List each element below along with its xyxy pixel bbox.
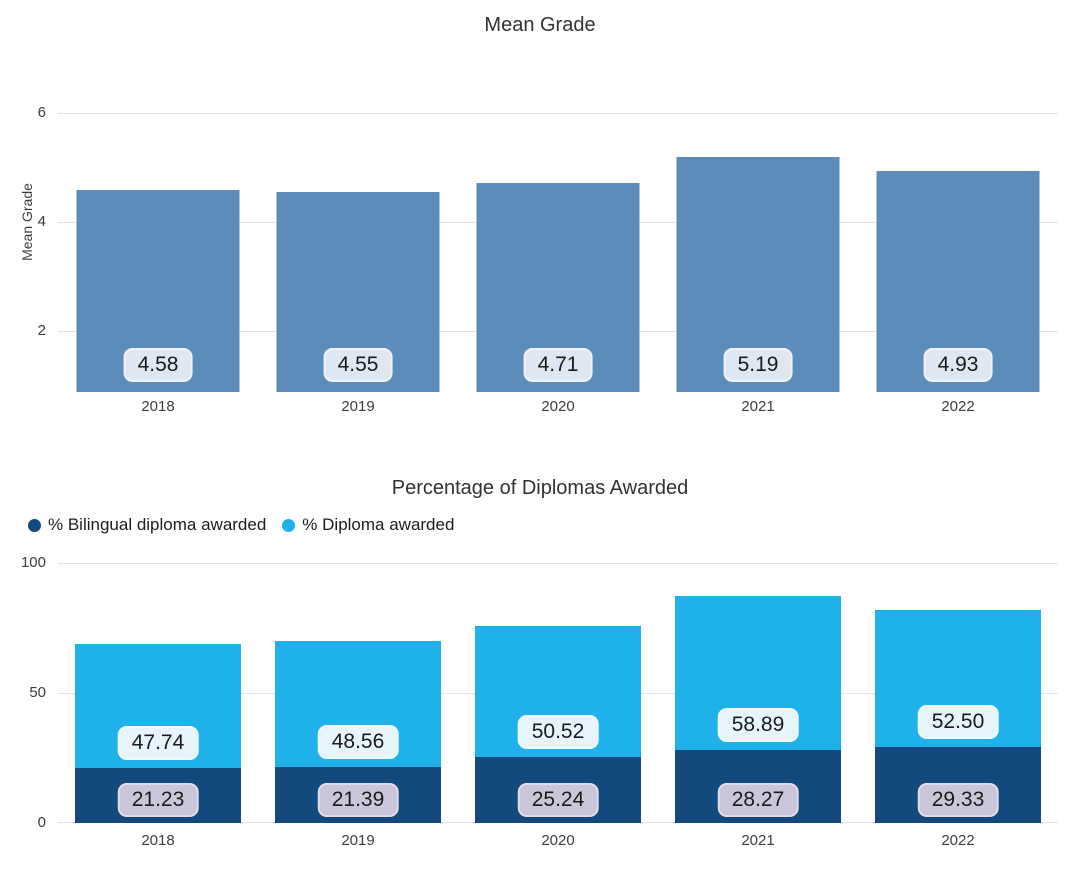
x-axis: 2018 2019 2020 2021 2022 xyxy=(58,832,1058,849)
y-tick-label: 100 xyxy=(20,554,46,571)
plot-area: 0 50 100 47.74 21.23 48.56 21.39 50.52 25.24 58.8… xyxy=(21,554,1058,831)
value-label: 47.74 xyxy=(117,725,199,760)
value-label: 21.23 xyxy=(117,783,199,817)
x-axis: 2018 2019 2020 2021 2022 xyxy=(58,398,1058,415)
legend-item-diploma[interactable]: % Diploma awarded xyxy=(282,515,454,535)
y-tick-label: 2 xyxy=(37,321,46,339)
plot-area: 2 4 6 4.58 4.55 4.71 5.19 4.93 xyxy=(38,104,1058,392)
y-tick-label: 50 xyxy=(29,684,46,701)
diplomas-awarded-chart: Percentage of Diplomas Awarded % Bilingu… xyxy=(0,455,1080,883)
x-axis-label-2021: 2021 xyxy=(741,832,775,849)
mean-grade-chart: Mean Grade Mean Grade 2 4 6 4.58 4.55 4.71 5.1… xyxy=(19,14,1058,415)
bar-slot-2022: 4.93 xyxy=(858,113,1058,392)
value-label: 21.39 xyxy=(317,783,399,817)
x-axis-label-2020: 2020 xyxy=(541,398,575,415)
bar-slot-2018: 47.74 21.23 xyxy=(58,563,258,823)
y-tick-label: 6 xyxy=(37,104,46,121)
bar-slot-2019: 48.56 21.39 xyxy=(258,563,458,823)
bar-slot-2018: 4.58 xyxy=(58,113,258,392)
x-axis-label-2020: 2020 xyxy=(541,832,575,849)
value-label: 58.89 xyxy=(717,707,799,742)
value-label: 5.19 xyxy=(723,348,793,382)
legend-dot-icon xyxy=(282,518,296,532)
legend-label: % Diploma awarded xyxy=(302,515,455,534)
value-label: 4.58 xyxy=(123,348,193,382)
chart-title: Mean Grade xyxy=(484,14,596,36)
value-label: 48.56 xyxy=(317,725,399,760)
bar-slot-2022: 52.50 29.33 xyxy=(858,563,1058,823)
value-label: 28.27 xyxy=(717,783,799,817)
gridline xyxy=(58,113,1058,114)
value-label: 4.93 xyxy=(923,348,993,382)
value-label: 52.50 xyxy=(917,704,999,739)
x-axis-label-2018: 2018 xyxy=(141,398,175,415)
x-axis-label-2018: 2018 xyxy=(141,832,175,849)
bar-slot-2020: 4.71 xyxy=(458,113,658,392)
x-axis-label-2022: 2022 xyxy=(941,832,975,849)
legend-dot-icon xyxy=(28,518,41,532)
bar-slot-2020: 50.52 25.24 xyxy=(458,563,658,823)
legend: % Bilingual diploma awarded % Diploma aw… xyxy=(28,515,454,535)
x-axis-label-2019: 2019 xyxy=(341,832,375,849)
legend-item-bilingual-diploma[interactable]: % Bilingual diploma awarded xyxy=(28,515,266,535)
value-label: 29.33 xyxy=(917,783,999,817)
gridline xyxy=(58,563,1058,564)
bar-slot-2021: 58.89 28.27 xyxy=(658,563,858,823)
value-label: 4.55 xyxy=(323,348,393,382)
bars-row: 47.74 21.23 48.56 21.39 50.52 25.24 58.89 28.27… xyxy=(58,563,1058,823)
y-tick-label: 0 xyxy=(37,814,46,831)
bar-slot-2021: 5.19 xyxy=(658,113,858,392)
value-label: 25.24 xyxy=(517,783,599,817)
y-tick-label: 4 xyxy=(37,212,46,230)
bars-row: 4.58 4.55 4.71 5.19 4.93 xyxy=(58,113,1058,392)
x-axis-label-2021: 2021 xyxy=(741,398,775,415)
chart-title: Percentage of Diplomas Awarded xyxy=(391,477,689,499)
value-label: 4.71 xyxy=(523,348,593,382)
legend-label: % Bilingual diploma awarded xyxy=(48,515,267,534)
value-label: 50.52 xyxy=(517,715,599,750)
x-axis-label-2022: 2022 xyxy=(941,398,975,415)
x-axis-label-2019: 2019 xyxy=(341,398,375,415)
bar-slot-2019: 4.55 xyxy=(258,113,458,392)
